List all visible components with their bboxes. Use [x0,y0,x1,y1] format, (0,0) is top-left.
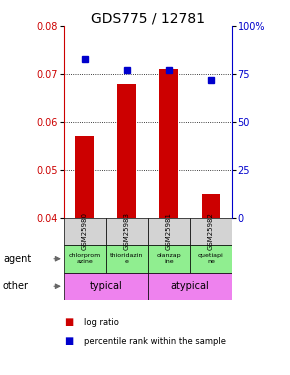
Title: GDS775 / 12781: GDS775 / 12781 [91,11,205,25]
Bar [202,194,220,217]
Text: olanzap
ine: olanzap ine [157,254,181,264]
Text: other: other [3,281,29,291]
Text: thioridazin
e: thioridazin e [110,254,144,264]
Text: chlorprom
azine: chlorprom azine [69,254,101,264]
Bar [117,84,136,218]
Bar [148,245,190,273]
Text: percentile rank within the sample: percentile rank within the sample [84,337,226,346]
Text: quetiapi
ne: quetiapi ne [198,254,224,264]
Bar [160,69,178,218]
Text: GSM25980: GSM25980 [82,212,88,250]
Text: agent: agent [3,254,31,264]
Bar [106,217,148,245]
Bar [75,136,94,218]
Text: ■: ■ [64,336,73,346]
Bar [190,217,232,245]
Bar [190,245,232,273]
Bar [64,245,106,273]
Text: ■: ■ [64,318,73,327]
Text: GSM25981: GSM25981 [166,212,172,250]
Text: typical: typical [90,281,122,291]
Bar [148,273,232,300]
Bar [64,273,148,300]
Bar [148,217,190,245]
Text: GSM25982: GSM25982 [208,212,214,250]
Bar [64,217,106,245]
Text: log ratio: log ratio [84,318,119,327]
Text: GSM25983: GSM25983 [124,212,130,250]
Text: atypical: atypical [171,281,209,291]
Bar [106,245,148,273]
